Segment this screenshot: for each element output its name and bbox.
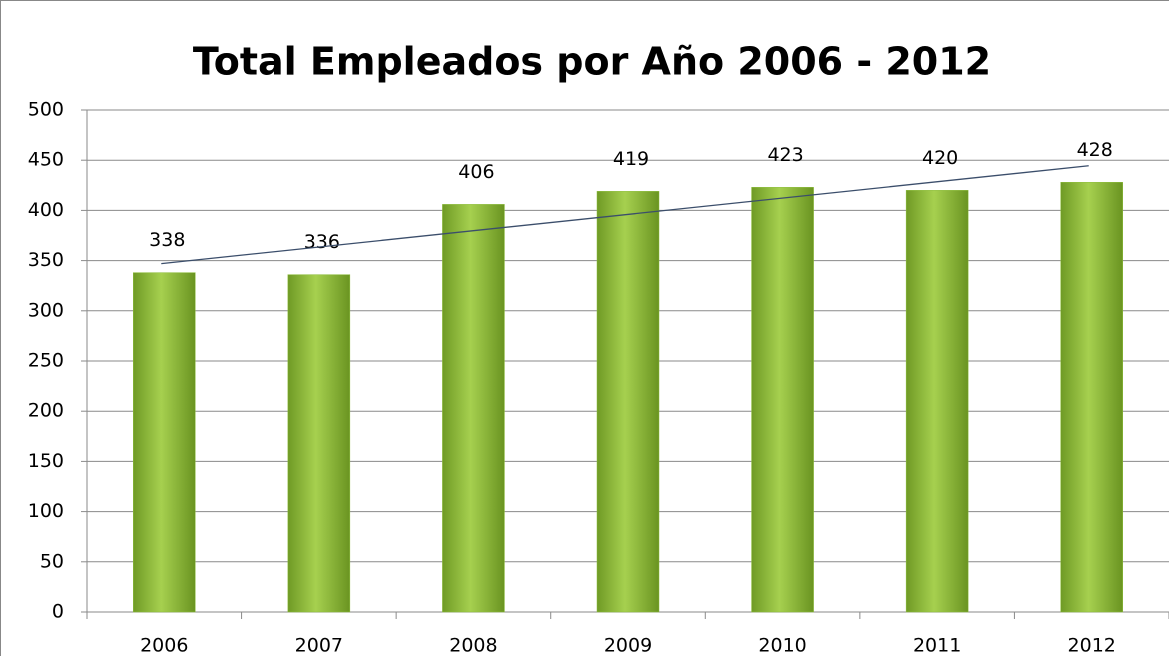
y-tick-label: 50: [40, 550, 64, 572]
x-tick-label: 2011: [913, 635, 961, 656]
y-tick-label: 200: [28, 400, 64, 422]
x-tick-label: 2006: [140, 635, 188, 656]
x-tick-label: 2008: [449, 635, 497, 656]
bar: [905, 190, 969, 613]
y-tick-label: 500: [28, 99, 64, 121]
y-tick-label: 450: [28, 149, 64, 171]
trendline: [161, 165, 1089, 265]
y-tick-label: 0: [52, 601, 64, 623]
x-tick-label: 2012: [1068, 635, 1116, 656]
y-tick-label: 150: [28, 450, 64, 472]
bar: [287, 274, 351, 613]
data-label: 338: [149, 229, 185, 251]
bar: [1060, 182, 1123, 613]
y-tick-label: 300: [28, 299, 64, 321]
bar: [442, 204, 505, 613]
y-tick-label: 350: [28, 249, 64, 271]
chart-title: Total Empleados por Año 2006 - 2012: [193, 40, 991, 84]
data-label: 428: [1077, 139, 1113, 161]
data-label: 336: [304, 231, 340, 253]
bar: [133, 272, 196, 613]
bar: [596, 191, 660, 613]
data-label: 420: [922, 147, 958, 169]
y-tick-label: 250: [28, 350, 64, 372]
data-label: 406: [458, 161, 494, 183]
bar: [751, 187, 814, 613]
data-label: 419: [613, 148, 649, 170]
x-tick-label: 2007: [295, 635, 343, 656]
x-tick-label: 2010: [758, 635, 806, 656]
data-label: 423: [767, 144, 803, 166]
y-tick-label: 100: [28, 500, 64, 522]
y-tick-label: 400: [28, 199, 64, 221]
x-tick-label: 2009: [604, 635, 652, 656]
